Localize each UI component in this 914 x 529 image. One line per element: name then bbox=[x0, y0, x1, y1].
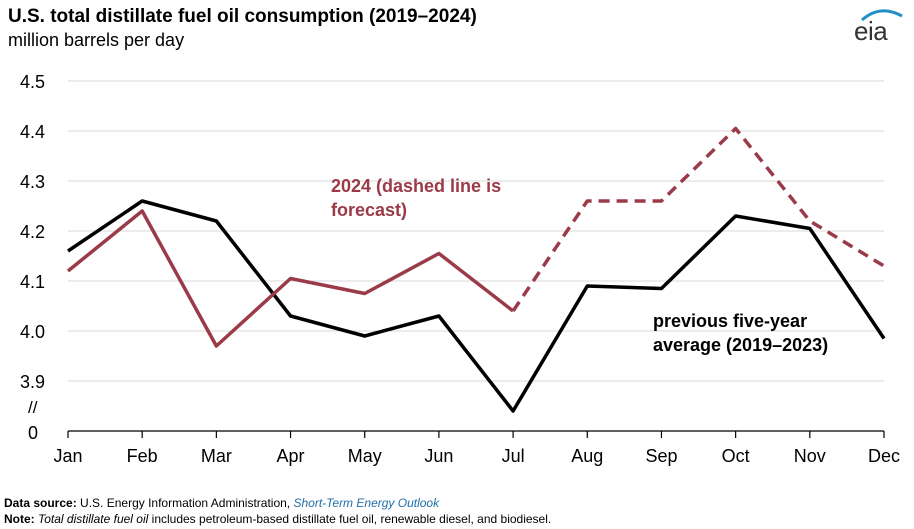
note-label: Note: bbox=[4, 512, 35, 526]
annotation-2024-line2: forecast) bbox=[331, 200, 407, 220]
y-zero-label: 0 bbox=[28, 423, 38, 443]
x-tick-label: Nov bbox=[794, 446, 826, 466]
y-tick-label: 4.1 bbox=[20, 272, 45, 292]
x-tick-label: Oct bbox=[722, 446, 750, 466]
note-italic: Total distillate fuel oil bbox=[38, 512, 149, 526]
note-text: includes petroleum-based distillate fuel… bbox=[151, 512, 552, 526]
chart-title: U.S. total distillate fuel oil consumpti… bbox=[8, 6, 477, 27]
chart-subtitle: million barrels per day bbox=[8, 30, 185, 50]
x-tick-label: Jan bbox=[53, 446, 82, 466]
footer-source: Data source: U.S. Energy Information Adm… bbox=[4, 496, 439, 510]
y-tick-label: 3.9 bbox=[20, 372, 45, 392]
x-tick-label: Jul bbox=[502, 446, 525, 466]
series-five-year-average-line bbox=[67, 199, 886, 413]
annotation-average-line2: average (2019–2023) bbox=[653, 335, 828, 355]
annotation-average-line1: previous five-year bbox=[653, 311, 807, 331]
x-tick-label: Dec bbox=[868, 446, 900, 466]
line-chart: 4.5 4.4 4.3 4.2 4.1 4.0 3.9 // 0 Jan Feb Mar Apr May J… bbox=[20, 72, 900, 466]
source-link[interactable]: Short-Term Energy Outlook bbox=[293, 496, 440, 510]
eia-logo-arc-icon bbox=[861, 9, 903, 22]
x-tick-label: Apr bbox=[277, 446, 305, 466]
x-tick-label: Mar bbox=[201, 446, 232, 466]
y-tick-label: 4.2 bbox=[20, 222, 45, 242]
eia-logo-text: eia bbox=[854, 16, 888, 46]
x-tick-label: Sep bbox=[645, 446, 677, 466]
y-tick-label: 4.5 bbox=[20, 72, 45, 92]
eia-logo: eia bbox=[852, 6, 908, 46]
x-tick-label: Aug bbox=[571, 446, 603, 466]
source-label: Data source: bbox=[4, 496, 77, 510]
y-tick-label: 4.3 bbox=[20, 172, 45, 192]
y-tick-label: 4.4 bbox=[20, 122, 45, 142]
y-axis-break: // bbox=[28, 398, 38, 417]
annotation-2024-line1: 2024 (dashed line is bbox=[331, 176, 501, 196]
x-tick-label: Feb bbox=[127, 446, 158, 466]
x-tick-label: Jun bbox=[424, 446, 453, 466]
footer-note: Note: Total distillate fuel oil includes… bbox=[4, 512, 551, 526]
y-tick-label: 4.0 bbox=[20, 322, 45, 342]
x-tick-label: May bbox=[348, 446, 382, 466]
series-2024-forecast-line bbox=[511, 126, 885, 312]
source-text: U.S. Energy Information Administration, bbox=[80, 496, 291, 510]
